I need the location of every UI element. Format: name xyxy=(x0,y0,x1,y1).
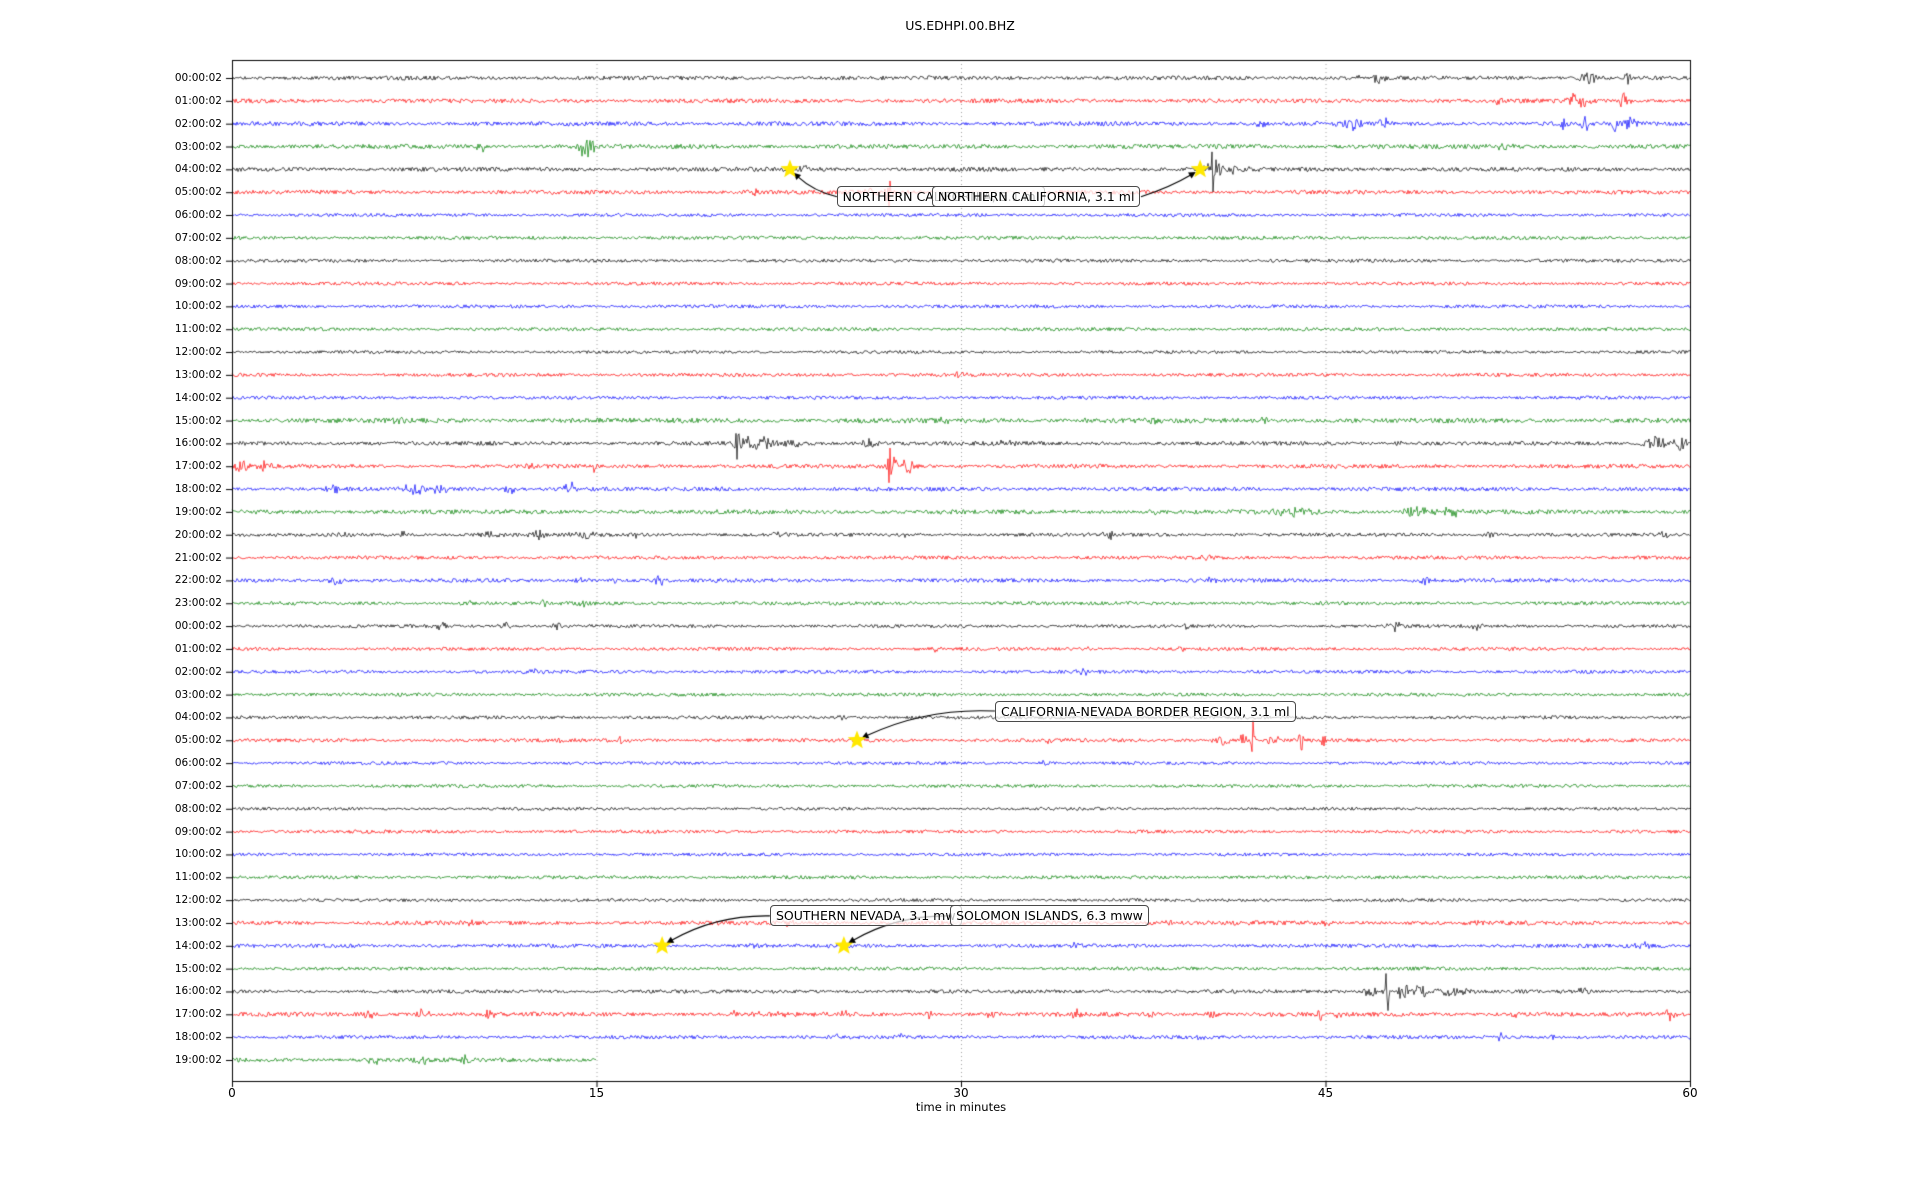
row-time-label: 20:00:02 xyxy=(174,528,222,541)
event-annotation: NORTHERN CALIFORNIA, 3.1 ml xyxy=(931,186,1141,208)
row-time-label: 06:00:02 xyxy=(174,757,222,770)
row-time-label: 03:00:02 xyxy=(174,140,222,153)
row-time-label: 07:00:02 xyxy=(174,779,222,792)
row-time-label: 19:00:02 xyxy=(174,1053,222,1066)
row-time-label: 07:00:02 xyxy=(174,231,222,244)
event-annotation: SOUTHERN NEVADA, 3.1 mw xyxy=(770,905,962,927)
x-tick-label: 30 xyxy=(953,1086,969,1100)
row-time-label: 09:00:02 xyxy=(174,825,222,838)
row-time-label: 08:00:02 xyxy=(174,254,222,267)
row-time-label: 08:00:02 xyxy=(174,802,222,815)
row-time-label: 13:00:02 xyxy=(174,368,222,381)
row-time-label: 21:00:02 xyxy=(174,551,222,564)
row-time-label: 16:00:02 xyxy=(174,985,222,998)
row-time-label: 14:00:02 xyxy=(174,391,222,404)
x-tick-label: 15 xyxy=(588,1086,605,1100)
plot-title: US.EDHPI.00.BHZ xyxy=(905,18,1015,33)
row-time-label: 01:00:02 xyxy=(174,94,222,107)
row-time-label: 12:00:02 xyxy=(174,346,222,359)
event-annotation: CALIFORNIA-NEVADA BORDER REGION, 3.1 ml xyxy=(995,700,1296,722)
row-time-label: 10:00:02 xyxy=(174,848,222,861)
row-time-label: 17:00:02 xyxy=(174,460,222,473)
row-time-label: 23:00:02 xyxy=(174,597,222,610)
x-tick-label: 45 xyxy=(1317,1086,1334,1100)
row-time-label: 19:00:02 xyxy=(174,505,222,518)
row-time-label: 22:00:02 xyxy=(174,574,222,587)
row-time-label: 04:00:02 xyxy=(174,711,222,724)
row-time-label: 11:00:02 xyxy=(174,871,222,884)
row-time-label: 01:00:02 xyxy=(174,642,222,655)
row-time-label: 14:00:02 xyxy=(174,939,222,952)
row-time-label: 10:00:02 xyxy=(174,300,222,313)
row-time-label: 05:00:02 xyxy=(174,734,222,747)
row-time-label: 03:00:02 xyxy=(174,688,222,701)
row-time-label: 09:00:02 xyxy=(174,277,222,290)
x-tick-label: 60 xyxy=(1682,1086,1698,1100)
row-time-label: 15:00:02 xyxy=(174,962,222,975)
row-time-label: 02:00:02 xyxy=(174,117,222,130)
x-axis-label: time in minutes xyxy=(915,1100,1007,1114)
row-time-label: 11:00:02 xyxy=(174,323,222,336)
row-time-label: 00:00:02 xyxy=(174,620,222,633)
row-time-label: 15:00:02 xyxy=(174,414,222,427)
row-time-label: 18:00:02 xyxy=(174,483,222,496)
row-time-label: 05:00:02 xyxy=(174,186,222,199)
row-time-label: 16:00:02 xyxy=(174,437,222,450)
row-time-label: 17:00:02 xyxy=(174,1008,222,1021)
row-time-label: 13:00:02 xyxy=(174,916,222,929)
x-tick-label: 0 xyxy=(228,1086,236,1100)
row-time-label: 18:00:02 xyxy=(174,1031,222,1044)
row-time-label: 12:00:02 xyxy=(174,894,222,907)
row-time-label: 06:00:02 xyxy=(174,209,222,222)
event-annotation: SOLOMON ISLANDS, 6.3 mww xyxy=(950,905,1149,927)
row-time-label: 02:00:02 xyxy=(174,665,222,678)
row-time-label: 00:00:02 xyxy=(174,72,222,84)
row-time-label: 04:00:02 xyxy=(174,163,222,176)
